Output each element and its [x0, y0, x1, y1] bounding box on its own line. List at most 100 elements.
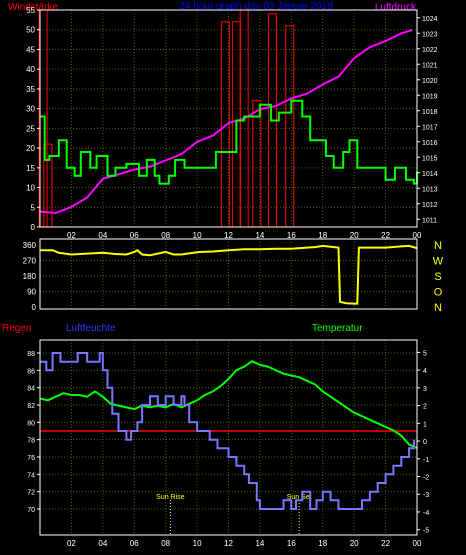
y-tick-label-right: -4: [423, 510, 429, 517]
y-tick-label-right: 1012: [422, 202, 438, 209]
y-tick-label-right: 1024: [422, 16, 438, 23]
sun-marker-label: Sun Set: [287, 494, 312, 501]
x-tick-label: 22: [381, 231, 390, 240]
wind-direction-line: [40, 244, 418, 305]
y-tick-label-right: -5: [423, 528, 429, 535]
y-tick-label-left: 84: [27, 386, 35, 393]
x-tick-label: 18: [318, 539, 327, 548]
y-tick-label-right: -1: [423, 457, 429, 464]
x-tick-label: 14: [255, 231, 264, 240]
y-tick-label-left: 25: [26, 124, 35, 133]
compass-label: N: [434, 240, 442, 252]
y-tick-label-left: 76: [27, 455, 35, 462]
header-right-label: Luftdruck: [375, 2, 417, 13]
y-tick-label-right: 2: [423, 404, 427, 411]
wind-pressure-chart: 0510152025303540455055101110121013101410…: [26, 6, 438, 240]
y-tick-label-right: 1011: [422, 217, 437, 224]
y-tick-label-left: 74: [27, 472, 35, 479]
y-tick-label-left: 82: [27, 403, 35, 410]
y-tick-label-right: -2: [423, 475, 429, 482]
y-tick-label-right: 1018: [422, 109, 438, 116]
x-tick-label: 12: [224, 231, 233, 240]
x-tick-label: 10: [193, 231, 202, 240]
compass-label: W: [433, 256, 444, 268]
plot-frame: [39, 9, 418, 228]
y-tick-label-left: 55: [26, 6, 35, 15]
y-tick-label-right: -3: [423, 492, 429, 499]
y-tick-label-right: 1022: [422, 47, 438, 54]
sun-marker-label: Sun Rise: [156, 494, 185, 501]
x-tick-label: 06: [130, 231, 139, 240]
y-tick-label-right: 1019: [422, 93, 438, 100]
humidity-temperature-chart: Sun Rise Sun Set 70 72 74 76 78 80 82 84 86 88 -5 -4 -…: [27, 339, 429, 548]
y-tick-label-right: 3: [423, 386, 427, 393]
y-tick-label-left: 30: [26, 105, 35, 114]
x-tick-label: 04: [98, 231, 107, 240]
x-tick-label: 16: [287, 231, 296, 240]
compass-label: S: [434, 271, 441, 283]
plot-frame: [39, 339, 418, 536]
pressure-line: [39, 29, 413, 215]
y-tick-label-right: 1: [423, 421, 427, 428]
x-tick-label: 08: [161, 231, 170, 240]
x-tick-label: 14: [255, 539, 264, 548]
temperature-label: Temperatur: [312, 323, 363, 334]
y-tick-label-left: 360: [23, 241, 37, 250]
y-tick-label-right: 4: [423, 368, 427, 375]
y-tick-label-right: 1016: [422, 140, 438, 147]
y-tick-label-right: 1021: [422, 62, 438, 69]
humidity-line: [40, 352, 415, 510]
y-tick-label-right: 1017: [422, 124, 438, 131]
y-tick-label-left: 5: [31, 203, 36, 212]
x-tick-label: 22: [381, 539, 390, 548]
y-tick-label-left: 88: [27, 351, 35, 358]
x-tick-label: 12: [224, 539, 233, 548]
y-tick-label-right: 5: [423, 350, 427, 357]
y-tick-label-left: 270: [23, 257, 37, 266]
y-tick-label-left: 80: [27, 420, 35, 427]
y-tick-label-left: 180: [23, 272, 37, 281]
y-tick-label-left: 20: [26, 144, 35, 153]
y-tick-label-right: 1015: [422, 155, 438, 162]
compass-label: O: [434, 287, 443, 299]
y-tick-label-left: 86: [27, 368, 35, 375]
plot-frame: [39, 238, 418, 310]
header-left-label: Windstärke: [8, 2, 58, 13]
y-tick-label-right: 1020: [422, 78, 438, 85]
y-tick-label-left: 40: [26, 65, 35, 74]
y-tick-label-left: 0: [31, 223, 36, 232]
x-tick-label: 00: [413, 231, 422, 240]
y-tick-label-left: 35: [26, 85, 35, 94]
y-tick-label-left: 10: [26, 184, 35, 193]
x-tick-label: 18: [318, 231, 327, 240]
y-tick-label-left: 90: [27, 288, 36, 297]
y-tick-label-right: 1014: [422, 171, 438, 178]
rain-label: Regen: [2, 323, 31, 334]
x-tick-label: 10: [193, 539, 202, 548]
y-tick-label-left: 0: [32, 303, 37, 312]
header-center-label: 24 hour graph day 03 Januar 2019: [179, 1, 333, 12]
temperature-line: [39, 360, 418, 450]
y-tick-label-left: 72: [27, 490, 35, 497]
x-tick-label: 16: [287, 539, 296, 548]
x-tick-label: 20: [350, 539, 359, 548]
x-tick-label: 06: [130, 539, 139, 548]
y-tick-label-left: 45: [26, 45, 35, 54]
y-tick-label-right: 1013: [422, 186, 438, 193]
x-tick-label: 20: [350, 231, 359, 240]
x-tick-label: 04: [98, 539, 107, 548]
y-tick-label-right: 1023: [422, 31, 438, 38]
y-tick-label-right: 0: [423, 439, 427, 446]
y-tick-label-left: 15: [26, 164, 35, 173]
y-tick-label-left: 78: [27, 438, 35, 445]
x-tick-label: 00: [413, 539, 422, 548]
x-tick-label: 02: [67, 231, 76, 240]
x-tick-label: 02: [67, 539, 76, 548]
wind-speed-line: [40, 99, 418, 185]
gust-bar: [285, 25, 295, 228]
compass-label: N: [434, 302, 442, 314]
y-tick-label-left: 70: [27, 507, 35, 514]
humidity-label: Luftfeuchte: [66, 323, 116, 334]
